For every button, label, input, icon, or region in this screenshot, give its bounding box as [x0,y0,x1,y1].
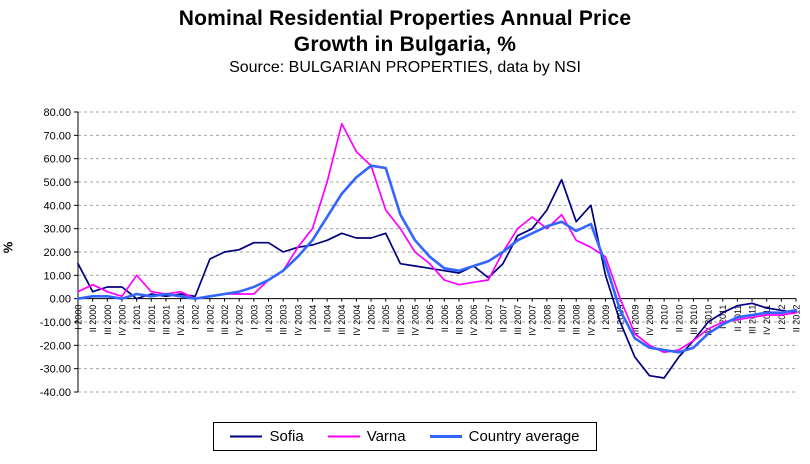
legend-line-varna-icon [327,435,360,438]
x-tick-label: I 2011 [718,305,728,329]
x-tick-label: II 2002 [205,305,215,333]
y-tick-label: 30.00 [43,224,71,236]
x-tick-label: IV 2008 [586,305,596,336]
plot-area: -40.00 -30.00 -20.00 -10.00 0.00 10.00 20.00 30… [40,107,802,398]
y-tick-label: 20.00 [43,247,71,259]
x-tick-label: III 2002 [220,305,230,335]
x-tick-label: III 2007 [513,305,523,335]
x-tick-label: III 2001 [161,305,171,335]
x-tick-label: II 2001 [147,305,157,333]
x-tick-label: III 2000 [103,305,113,335]
x-tick-label: III 2009 [630,305,640,335]
y-tick-label: 60.00 [43,154,71,166]
chart-subtitle: Source: BULGARIAN PROPERTIES, data by NS… [229,59,581,76]
x-tick-label: II 2004 [323,305,333,333]
y-tick-label: 50.00 [43,177,71,189]
x-tick-label: II 2012 [792,305,802,333]
chart-title: Nominal Residential Properties Annual Pr… [0,0,810,58]
x-tick-label: I 2000 [74,305,84,330]
x-tick-label: IV 2000 [117,305,127,336]
x-tick-label: I 2010 [660,305,670,330]
x-tick-label: IV 2001 [176,305,186,336]
x-tick-label: I 2007 [484,305,494,330]
x-tick-label: I 2006 [425,305,435,330]
y-tick-label: 80.00 [43,107,71,119]
x-tick-label: III 2004 [337,305,347,335]
x-tick-label: I 2005 [367,305,377,330]
x-tick-label: IV 2007 [528,305,538,336]
legend-label-country-average: Country average [468,428,580,445]
x-tick-label: IV 2004 [352,305,362,336]
x-tick-label: III 2010 [689,305,699,335]
y-tick-label: 0.00 [50,294,71,306]
x-tick-label: II 2008 [557,305,567,333]
series-line-country-average [76,164,798,354]
x-tick-label: IV 2003 [293,305,303,336]
x-tick-label: II 2009 [616,305,626,333]
chart-title-line1: Nominal Residential Properties Annual Pr… [178,7,632,30]
x-tick-label: II 2006 [440,305,450,333]
legend-label-varna: Varna [366,428,406,445]
x-tick-label: IV 2011 [762,305,772,335]
x-tick-label: III 2011 [748,305,758,334]
legend-label-sofia: Sofia [269,428,304,445]
x-tick-label: IV 2002 [235,305,245,336]
legend: Sofia Varna Country average [213,422,597,451]
series-line-sofia [77,178,797,379]
y-axis-title: % [0,241,16,254]
legend-item-sofia: Sofia [230,428,304,445]
x-tick-label: II 2000 [88,305,98,333]
y-tick-label: -40.00 [40,387,71,398]
y-tick-label: 10.00 [43,270,71,282]
y-tick-label: 40.00 [43,200,71,212]
x-tick-label: III 2003 [279,305,289,335]
x-tick-label: I 2004 [308,305,318,330]
x-tick-label: IV 2010 [704,305,714,336]
x-tick-label: I 2002 [191,305,201,330]
chart-title-line2: Growth in Bulgaria, % [293,33,517,56]
y-tick-label: -30.00 [40,364,71,376]
legend-item-varna: Varna [327,428,406,445]
x-tick-label: I 2012 [777,305,787,330]
x-tick-label: III 2005 [396,305,406,335]
legend-item-country-average: Country average [429,428,580,445]
x-tick-label: I 2001 [132,305,142,330]
y-tick-label: -10.00 [40,317,71,329]
x-tick-label: III 2006 [454,305,464,335]
legend-line-sofia-icon [230,435,263,438]
x-tick-label: I 2003 [249,305,259,330]
x-tick-label: IV 2005 [411,305,421,336]
x-tick-label: II 2007 [498,305,508,333]
y-tick-label: -20.00 [40,340,71,352]
x-tick-label: III 2008 [572,305,582,335]
x-tick-label: II 2005 [381,305,391,333]
x-tick-label: II 2010 [674,305,684,333]
x-tick-label: I 2009 [601,305,611,330]
x-tick-label: IV 2009 [645,305,655,336]
x-tick-label: IV 2006 [469,305,479,336]
legend-line-country-average-icon [429,435,462,438]
y-tick-label: 70.00 [43,130,71,142]
x-tick-label: I 2008 [542,305,552,330]
x-tick-label: II 2003 [264,305,274,333]
